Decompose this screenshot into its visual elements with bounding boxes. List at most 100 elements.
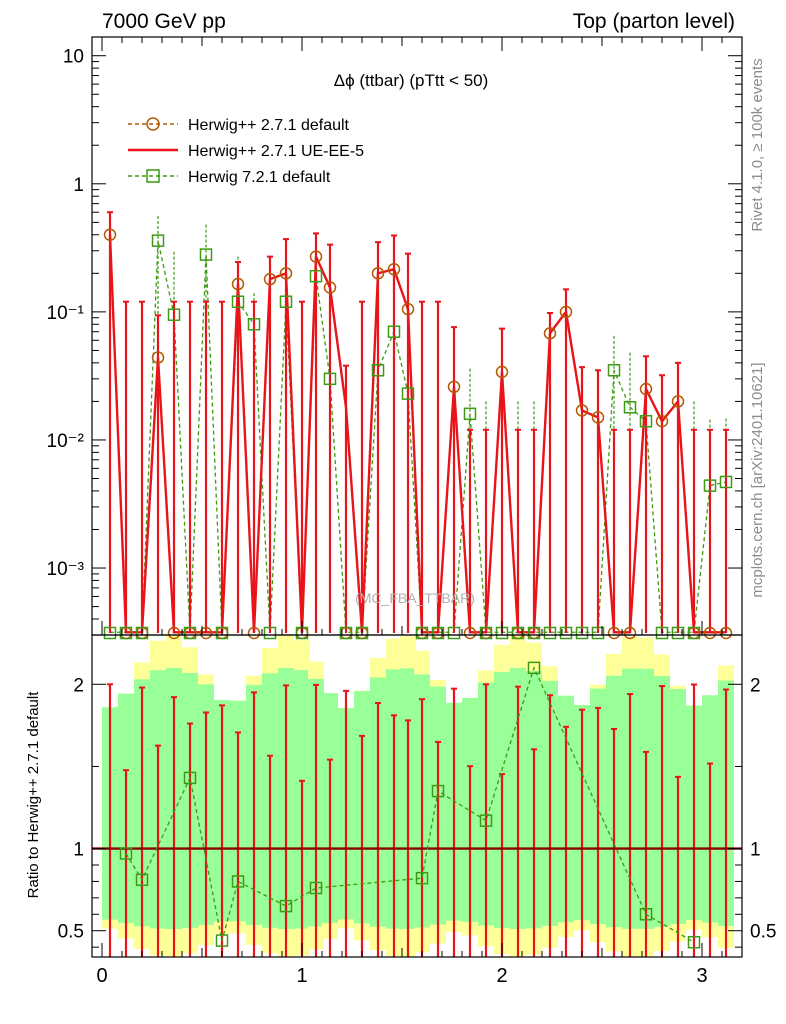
ratio-layer <box>92 661 742 957</box>
ratio-herwig7-point <box>309 881 323 895</box>
herwig7-point <box>447 626 461 640</box>
herwig7-point <box>339 626 353 640</box>
ratio-herwig7-point <box>183 771 197 785</box>
herwigpp-default-point <box>447 380 461 394</box>
ratio-herwig7-point <box>119 847 133 860</box>
herwigpp-default-point <box>671 395 685 408</box>
herwigpp-default-point <box>371 267 385 280</box>
herwigpp-default-point <box>655 414 669 428</box>
herwigpp-default-point <box>575 404 589 417</box>
herwigpp-default-point <box>639 382 653 396</box>
herwigpp-default-point <box>719 626 733 640</box>
herwig7-point <box>479 626 493 640</box>
herwig7-point <box>279 295 293 308</box>
herwigpp-default-point <box>607 626 621 640</box>
herwig7-point <box>355 626 369 640</box>
herwig7-point <box>135 626 149 640</box>
herwigpp-default-point <box>231 277 245 291</box>
x-tick-label: 0 <box>96 965 107 987</box>
herwig7-point <box>687 626 701 640</box>
y-tick-label: 10⁻² <box>47 431 85 452</box>
herwig7-point <box>119 626 133 640</box>
herwigpp-default-point <box>559 305 573 319</box>
herwig7-point <box>719 475 733 489</box>
x-tick-label: 1 <box>296 965 307 987</box>
herwig7-point <box>151 234 165 247</box>
legend-label-herwigpp-default: Herwig++ 2.7.1 default <box>188 117 350 134</box>
ratio-herwig7-point <box>135 873 149 887</box>
herwigpp-default-point <box>495 365 509 379</box>
legend: Herwig++ 2.7.1 default Herwig++ 2.7.1 UE… <box>128 117 364 186</box>
herwigpp-default-point <box>151 351 165 364</box>
ratio-y-tick-label-right: 2 <box>750 675 761 696</box>
herwigpp-default-point <box>463 626 477 640</box>
ratio-herwig7-point <box>279 899 293 913</box>
herwig7-point <box>703 479 717 492</box>
ratio-herwig7-point <box>639 908 653 921</box>
y-tick-label: 1 <box>73 175 84 196</box>
mcplots-label: mcplots.cern.ch [arXiv:2401.10621] <box>749 362 766 597</box>
herwig7-point <box>655 626 669 640</box>
x-tick-label: 3 <box>696 965 707 987</box>
herwig7-point <box>559 626 573 640</box>
herwigpp-default-point <box>703 626 717 640</box>
y-tick-label: 10⁻¹ <box>47 303 85 324</box>
herwigpp-default-point <box>199 626 213 640</box>
axes: 10⁻³ 10⁻² 10⁻¹ 1 10 0 1 2 3 0.5 0.5 1 1 2 2 <box>47 37 776 987</box>
legend-marker-circle <box>146 117 160 131</box>
herwigpp-default-point <box>543 327 557 340</box>
herwig7-point <box>199 248 213 261</box>
herwig7-point <box>623 401 637 414</box>
herwig7-point <box>543 626 557 640</box>
y-tick-label: 10 <box>63 47 84 68</box>
rivet-version-label: Rivet 4.1.0, ≥ 100k events <box>749 58 766 231</box>
x-tick-label: 2 <box>496 965 507 987</box>
ratio-y-tick-label-right: 1 <box>750 840 761 861</box>
y-tick-label: 10⁻³ <box>47 559 85 580</box>
herwigpp-default-point <box>263 272 277 286</box>
herwig7-point <box>401 387 415 400</box>
herwig7-point <box>387 325 401 338</box>
herwig7-point <box>215 626 229 640</box>
herwig7-point <box>309 269 323 283</box>
herwig7-point <box>247 318 261 331</box>
herwig7-point <box>103 626 117 640</box>
ratio-herwig7-point <box>215 934 229 947</box>
herwig7-point <box>671 626 685 640</box>
herwig7-point <box>463 407 477 421</box>
herwig7-point <box>591 626 605 640</box>
herwig7-point <box>431 626 445 640</box>
herwigpp-default-point <box>401 302 415 316</box>
ratio-herwig7-point <box>479 814 493 827</box>
herwigpp-default-point <box>279 267 293 280</box>
header-right: Top (parton level) <box>573 10 735 33</box>
ratio-herwig7-point <box>527 661 541 675</box>
analysis-watermark: (MC_FBA_TTBAR) <box>355 590 475 606</box>
herwig7-point <box>167 308 181 321</box>
herwig7-point <box>183 626 197 640</box>
herwigpp-default-point <box>323 281 337 294</box>
series-herwig7-line <box>110 240 727 633</box>
herwig7-point <box>527 626 541 640</box>
series-layer <box>103 211 733 640</box>
ratio-y-tick-label-right: 0.5 <box>750 922 776 943</box>
herwig7-point <box>231 295 245 308</box>
herwigpp-default-point <box>309 250 323 263</box>
legend-label-herwigpp-ueee5: Herwig++ 2.7.1 UE-EE-5 <box>188 143 364 160</box>
herwig7-point <box>415 626 429 640</box>
herwig7-point <box>323 372 337 386</box>
herwigpp-default-point <box>623 626 637 640</box>
herwig7-point <box>511 626 525 640</box>
herwig7-point <box>263 626 277 640</box>
ratio-herwig7-point <box>415 871 429 885</box>
herwigpp-default-point <box>167 626 181 640</box>
ratio-ylabel: Ratio to Herwig++ 2.7.1 default <box>25 691 42 899</box>
ratio-y-tick-label: 2 <box>73 675 84 696</box>
legend-label-herwig7: Herwig 7.2.1 default <box>188 169 331 186</box>
ratio-uncertainty-bands <box>102 635 734 957</box>
ratio-herwig7-point <box>431 784 445 798</box>
legend-marker-square <box>146 169 160 183</box>
herwigpp-default-point <box>103 228 117 242</box>
ratio-y-tick-label: 0.5 <box>58 922 84 943</box>
